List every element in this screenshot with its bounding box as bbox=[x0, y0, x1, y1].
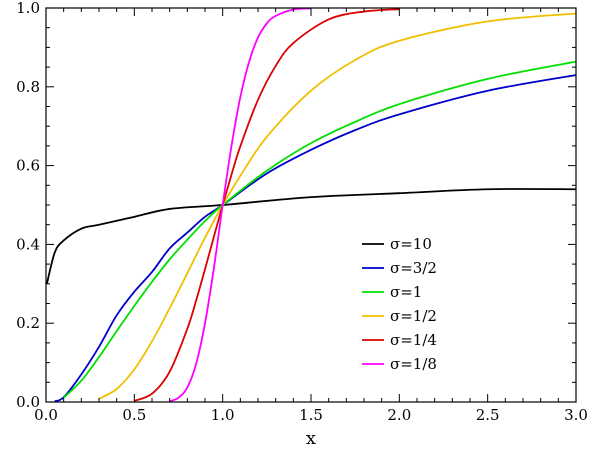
x-axis-label: x bbox=[306, 428, 316, 449]
x-tick-label: 1.0 bbox=[211, 406, 235, 424]
y-tick-label: 0.0 bbox=[16, 393, 40, 411]
legend: σ=10 σ=3/2 σ=1 σ=1/2 σ=1/4 σ=1/8 bbox=[362, 235, 437, 373]
x-tick-label: 0.0 bbox=[34, 406, 58, 424]
y-tick-label: 0.6 bbox=[16, 157, 40, 175]
plot-frame bbox=[45, 7, 577, 403]
legend-label-4: σ=1/4 bbox=[390, 331, 437, 349]
legend-label-3: σ=1/2 bbox=[390, 307, 437, 325]
y-tick-label: 0.8 bbox=[16, 78, 40, 96]
y-tick-label: 0.2 bbox=[16, 314, 40, 332]
series-line-1 bbox=[54, 74, 577, 403]
x-tick-label: 1.5 bbox=[299, 406, 323, 424]
legend-label-5: σ=1/8 bbox=[390, 355, 437, 373]
legend-label-2: σ=1 bbox=[390, 283, 422, 301]
x-axis: 0.0 0.5 1.0 1.5 2.0 2.5 3.0 bbox=[34, 8, 588, 424]
y-tick-label: 1.0 bbox=[16, 0, 40, 17]
y-tick-label: 0.4 bbox=[16, 235, 40, 253]
y-axis: 0.0 0.2 0.4 0.6 0.8 1.0 bbox=[16, 0, 576, 411]
series-layer bbox=[46, 7, 577, 403]
series-line-5 bbox=[169, 7, 312, 403]
x-tick-label: 0.5 bbox=[122, 406, 146, 424]
x-tick-label: 2.0 bbox=[387, 406, 411, 424]
series-line-3 bbox=[98, 12, 577, 400]
legend-label-1: σ=3/2 bbox=[390, 259, 437, 277]
series-line-4 bbox=[133, 8, 400, 402]
series-line-2 bbox=[63, 60, 577, 399]
legend-label-0: σ=10 bbox=[390, 235, 432, 253]
x-tick-label: 3.0 bbox=[564, 406, 588, 424]
series-line-0 bbox=[46, 188, 577, 285]
x-tick-label: 2.5 bbox=[476, 406, 500, 424]
